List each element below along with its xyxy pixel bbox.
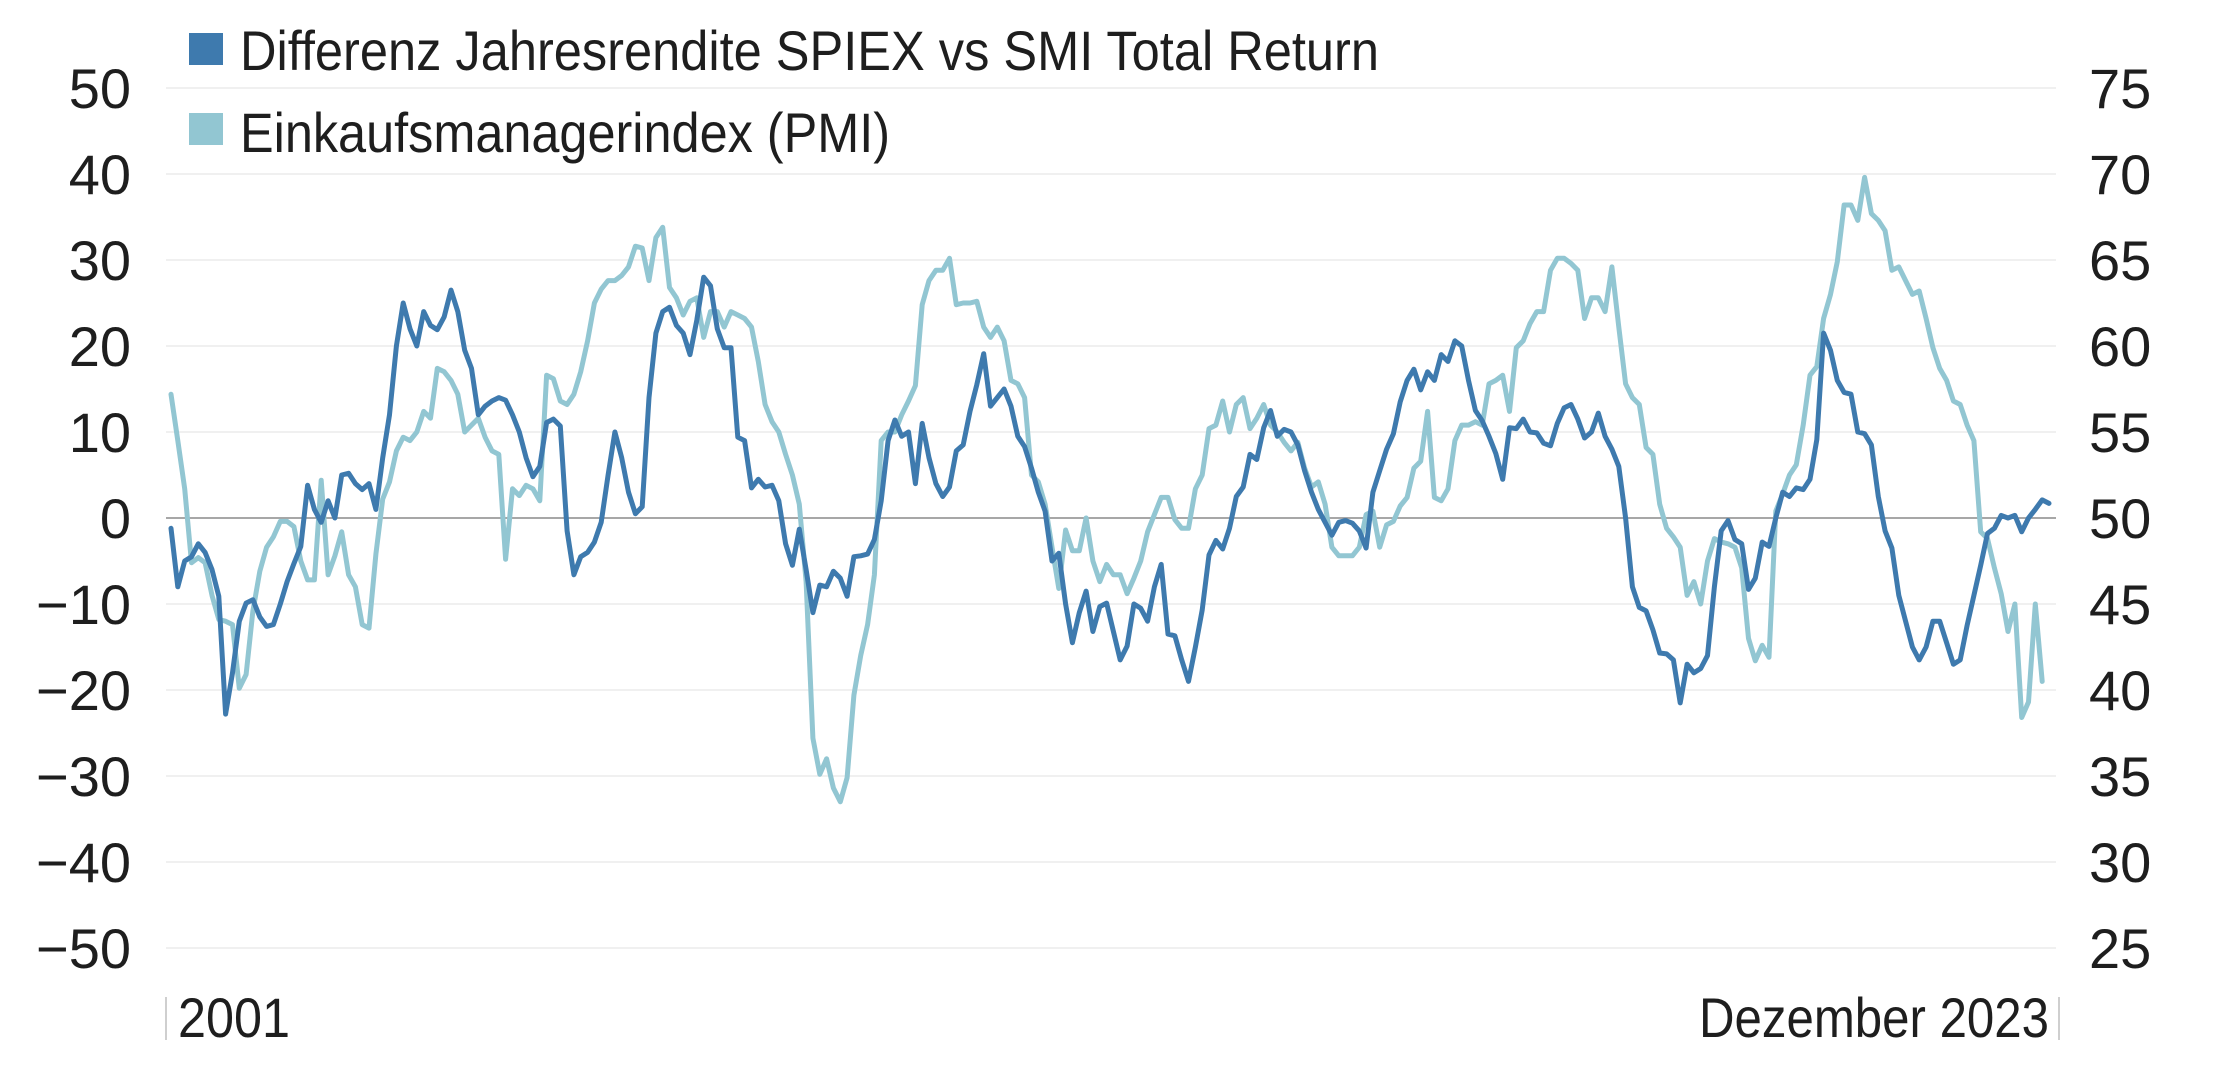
series-line-spiex-diff xyxy=(168,274,2052,717)
y-left-tick-label: −10 xyxy=(36,573,131,636)
legend-item-spiex: Differenz Jahresrendite SPIEX vs SMI Tot… xyxy=(189,19,1379,82)
legend: Differenz Jahresrendite SPIEX vs SMI Tot… xyxy=(189,19,1379,164)
legend-label-spiex: Differenz Jahresrendite SPIEX vs SMI Tot… xyxy=(240,19,1379,82)
legend-swatch-spiex xyxy=(189,33,223,65)
y-right-tick-label: 55 xyxy=(2089,401,2151,464)
x-label-end: Dezember 2023 xyxy=(1699,986,2049,1049)
y-left-tick-label: −50 xyxy=(36,917,131,980)
y-right-tick-label: 25 xyxy=(2089,917,2151,980)
y-right-tick-label: 75 xyxy=(2089,57,2151,120)
x-axis: 2001 Dezember 2023 xyxy=(165,986,2060,1049)
legend-label-pmi: Einkaufsmanagerindex (PMI) xyxy=(240,101,890,164)
x-label-start: 2001 xyxy=(178,986,290,1049)
y-right-tick-label: 40 xyxy=(2089,659,2151,722)
legend-item-pmi: Einkaufsmanagerindex (PMI) xyxy=(189,101,890,164)
y-right-tick-label: 35 xyxy=(2089,745,2151,808)
y-right-tick-label: 65 xyxy=(2089,229,2151,292)
y-left-tick-label: 20 xyxy=(69,315,131,378)
gridlines xyxy=(166,87,2056,949)
y-left-tick-label: −40 xyxy=(36,831,131,894)
y-right-tick-label: 45 xyxy=(2089,573,2151,636)
y-right-tick-label: 70 xyxy=(2089,143,2151,206)
right-axis: 75 70 65 60 55 50 45 40 35 30 25 xyxy=(2089,57,2151,980)
y-right-tick-label: 60 xyxy=(2089,315,2151,378)
left-axis: 50 40 30 20 10 0 −10 −20 −30 −40 −50 xyxy=(36,57,131,980)
y-left-tick-label: 50 xyxy=(69,57,131,120)
y-left-tick-label: −20 xyxy=(36,659,131,722)
series-layer xyxy=(168,174,2052,805)
y-right-tick-label: 30 xyxy=(2089,831,2151,894)
y-left-tick-label: −30 xyxy=(36,745,131,808)
series-line-pmi xyxy=(168,174,2045,805)
y-left-tick-label: 10 xyxy=(69,401,131,464)
y-left-tick-label: 0 xyxy=(100,487,131,550)
y-left-tick-label: 30 xyxy=(69,229,131,292)
y-left-tick-label: 40 xyxy=(69,143,131,206)
y-right-tick-label: 50 xyxy=(2089,487,2151,550)
legend-swatch-pmi xyxy=(189,113,223,145)
